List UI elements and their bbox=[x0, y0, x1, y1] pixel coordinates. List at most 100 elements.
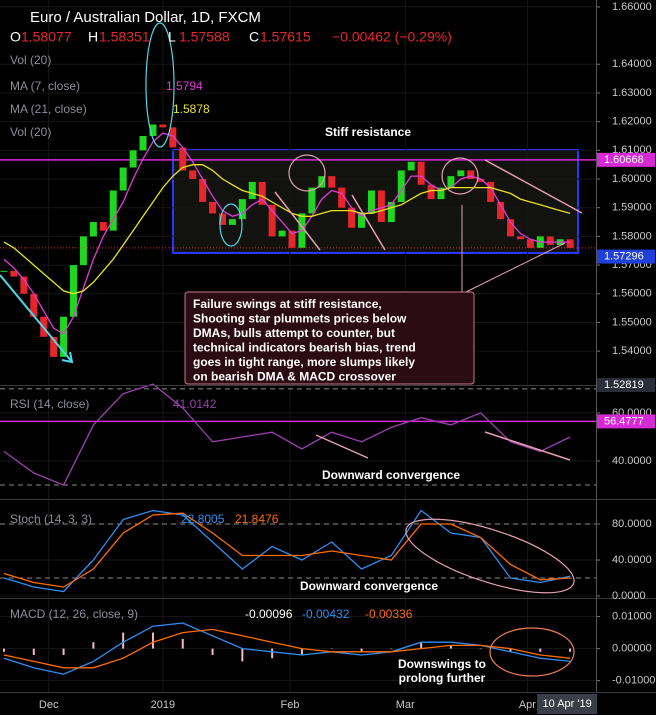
candle bbox=[228, 219, 236, 225]
note-line: goes in tight range, more slumps likely bbox=[193, 355, 415, 369]
ohlc-value: 1.57588 bbox=[179, 29, 230, 45]
candle bbox=[189, 170, 197, 180]
price-tag-label: 56.4777 bbox=[604, 415, 644, 427]
ohlc-label: L bbox=[168, 29, 176, 45]
y-tick-label: 1.59000 bbox=[612, 202, 652, 214]
indicator-value: -0.00336 bbox=[365, 607, 413, 621]
histogram-bar bbox=[420, 642, 423, 649]
legend-label: MA (7, close) bbox=[10, 79, 80, 93]
y-tick-label: 1.64000 bbox=[612, 58, 652, 70]
candle bbox=[497, 201, 505, 220]
histogram-bar bbox=[151, 632, 154, 649]
candle bbox=[149, 124, 157, 136]
candle bbox=[526, 239, 534, 248]
candle bbox=[109, 190, 117, 231]
y-tick-label: 1.62000 bbox=[612, 116, 652, 128]
arrow bbox=[484, 159, 583, 214]
y-tick-label: 1.63000 bbox=[612, 87, 652, 99]
x-tick-label: Apr bbox=[519, 699, 536, 711]
candle bbox=[566, 239, 574, 248]
candle bbox=[477, 179, 485, 182]
ellipse bbox=[489, 627, 575, 677]
legend-label: Vol (20) bbox=[10, 125, 51, 139]
price-tag-label: 1.57296 bbox=[604, 250, 644, 262]
candle bbox=[457, 170, 465, 177]
ohlc-value: 1.58077 bbox=[21, 29, 72, 45]
candle bbox=[50, 336, 58, 357]
candle bbox=[358, 213, 366, 228]
candle bbox=[387, 201, 395, 223]
legend-label: Vol (20) bbox=[10, 53, 51, 67]
candle bbox=[437, 187, 445, 200]
y-tick-label: 1.66000 bbox=[612, 1, 652, 13]
candle bbox=[328, 176, 336, 188]
series-line bbox=[3, 628, 571, 669]
arrow bbox=[274, 191, 321, 251]
candle bbox=[507, 219, 515, 237]
y-tick-label: 0.00000 bbox=[612, 642, 652, 654]
candle bbox=[79, 236, 87, 266]
circle bbox=[288, 154, 326, 192]
x-tick-label: Dec bbox=[39, 699, 59, 711]
candle bbox=[268, 204, 276, 237]
indicator-value: -0.00432 bbox=[302, 607, 350, 621]
candle bbox=[179, 147, 187, 171]
candle bbox=[516, 236, 524, 240]
ohlc-value: 1.57615 bbox=[260, 29, 311, 45]
histogram-bar bbox=[2, 648, 5, 652]
indicator-title: RSI (14, close) bbox=[10, 397, 89, 411]
candle bbox=[159, 124, 167, 128]
candle bbox=[30, 293, 38, 317]
candle bbox=[318, 176, 326, 188]
price-tag bbox=[597, 414, 655, 429]
indicator-title: MACD (12, 26, close, 9) bbox=[10, 607, 138, 621]
note-line: Failure swings at stiff resistance, bbox=[193, 297, 382, 311]
drawings bbox=[0, 22, 583, 677]
circle bbox=[441, 157, 479, 195]
legend-value: 1.5878 bbox=[173, 102, 210, 116]
indicator-value: 21.8476 bbox=[235, 512, 279, 526]
histogram-bar bbox=[300, 648, 303, 655]
histogram-bar bbox=[211, 648, 214, 655]
y-tick-label: 0.01000 bbox=[612, 610, 652, 622]
candle bbox=[60, 316, 68, 357]
arrow-head bbox=[61, 351, 74, 364]
ohlc-label: O bbox=[10, 29, 21, 45]
annotation: Downward convergence bbox=[322, 468, 460, 482]
histogram-bar bbox=[271, 648, 274, 659]
candle bbox=[258, 181, 266, 205]
candle bbox=[169, 127, 177, 148]
series-line bbox=[3, 164, 571, 295]
histogram-bar bbox=[390, 648, 393, 650]
ellipse bbox=[145, 22, 175, 148]
y-tick-label: 40.0000 bbox=[612, 554, 652, 566]
indicator-value: 22.8005 bbox=[181, 512, 225, 526]
candle bbox=[248, 181, 256, 200]
histogram-bar bbox=[449, 645, 452, 649]
y-tick-label: 1.56000 bbox=[612, 288, 652, 300]
annotation: Stiff resistance bbox=[325, 125, 411, 139]
candle bbox=[129, 150, 137, 168]
y-tick-label: 1.55000 bbox=[612, 316, 652, 328]
note-line: DMAs, bulls attempt to counter, but bbox=[193, 326, 395, 340]
y-tick-label: 0.0000 bbox=[612, 590, 646, 602]
histogram-bar bbox=[122, 632, 125, 649]
candle bbox=[367, 190, 375, 214]
note-box bbox=[184, 291, 475, 385]
y-tick-label: 1.54000 bbox=[612, 345, 652, 357]
ohlc-value: 1.58351 bbox=[99, 29, 150, 45]
histogram-bar bbox=[62, 648, 65, 655]
change: −0.00462 (−0.29%) bbox=[332, 29, 452, 45]
candle bbox=[278, 230, 286, 237]
annotation: Downswings to bbox=[398, 657, 486, 671]
cursor-date-box bbox=[537, 694, 598, 714]
legend-value: 1.5794 bbox=[166, 79, 203, 93]
indicator-title: Stoch (14, 3, 3) bbox=[10, 512, 92, 526]
candle bbox=[427, 184, 435, 200]
series-line bbox=[3, 383, 571, 486]
price-tag bbox=[597, 152, 655, 167]
note-line: Shooting star plummets prices below bbox=[193, 312, 407, 326]
histogram-bar bbox=[360, 648, 363, 652]
x-tick-label: Mar bbox=[396, 699, 415, 711]
histogram-bar bbox=[479, 648, 482, 650]
